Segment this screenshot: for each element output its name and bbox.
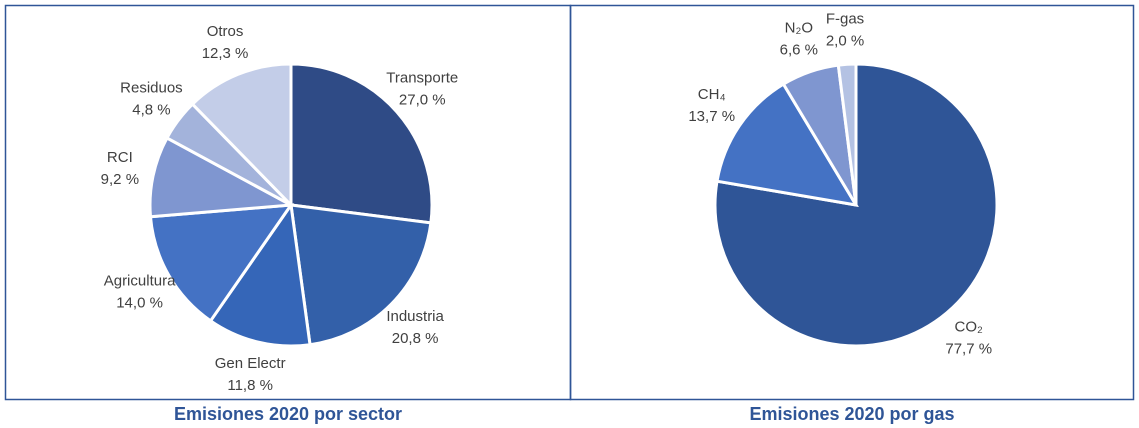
slice-label: Gen Electr: [215, 355, 286, 372]
pie-slice: [289, 203, 433, 347]
value-label: 9,2 %: [101, 171, 139, 188]
value-label: 77,7 %: [945, 341, 992, 358]
slice-label: Agricultura: [104, 272, 176, 289]
pie-slice: [289, 62, 434, 225]
right-frame: [569, 4, 1135, 401]
slice-label: CO₂: [955, 319, 984, 336]
pie-slice: [190, 62, 293, 209]
slice-label: Otros: [207, 23, 244, 40]
slice-label: Industria: [386, 308, 444, 325]
pie-slice: [148, 203, 295, 323]
slice-label: CH₄: [698, 86, 726, 103]
slice-label: Transporte: [386, 69, 458, 86]
chart-title: Emisiones 2020 por gas: [749, 404, 954, 424]
value-label: 12,3 %: [202, 45, 249, 62]
slice-label: N₂O: [785, 20, 813, 37]
slice-label: Residuos: [120, 80, 183, 97]
value-label: 13,7 %: [688, 108, 735, 125]
pie-slice: [836, 62, 858, 206]
value-label: 27,0 %: [399, 91, 446, 108]
pie-slice: [715, 82, 859, 208]
pie-slice: [208, 200, 312, 348]
value-label: 2,0 %: [826, 32, 864, 49]
value-label: 20,8 %: [392, 330, 439, 347]
pie-slice: [148, 135, 297, 219]
slice-label: RCI: [107, 149, 133, 166]
chart-title: Emisiones 2020 por sector: [174, 404, 402, 424]
value-label: 14,0 %: [116, 294, 163, 311]
value-label: 6,6 %: [780, 42, 818, 59]
value-label: 11,8 %: [227, 377, 273, 394]
value-label: 4,8 %: [132, 102, 170, 119]
slice-label: F-gas: [826, 10, 864, 27]
